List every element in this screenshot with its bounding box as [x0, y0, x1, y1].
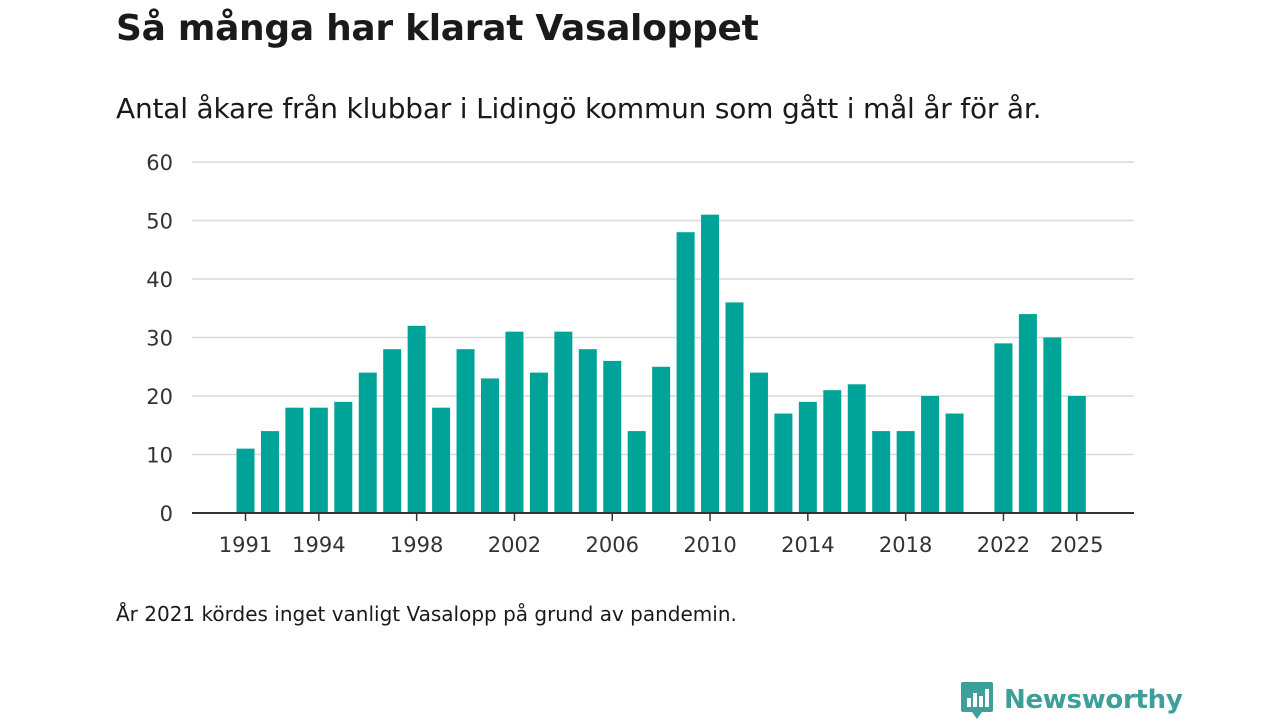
y-tick-label: 10	[146, 444, 173, 468]
bar-1991	[236, 448, 255, 513]
x-tick-label: 2002	[488, 533, 541, 557]
bar-2025	[1067, 396, 1086, 513]
footnote: År 2021 kördes inget vanligt Vasalopp på…	[116, 602, 737, 626]
bar-2007	[627, 431, 646, 513]
bar-2017	[872, 431, 891, 513]
bar-2005	[578, 349, 597, 513]
bar-1993	[285, 407, 304, 513]
y-tick-label: 60	[146, 151, 173, 175]
bar-2008	[652, 366, 671, 513]
bar-2013	[774, 413, 793, 513]
x-tick-label: 1994	[292, 533, 345, 557]
x-tick-label: 2025	[1050, 533, 1103, 557]
y-tick-label: 30	[146, 327, 173, 351]
brand-name: Newsworthy	[1004, 685, 1183, 715]
bar-2019	[921, 396, 940, 513]
y-tick-label: 20	[146, 385, 173, 409]
chart-title: Så många har klarat Vasaloppet	[116, 8, 759, 49]
bar-1999	[432, 407, 451, 513]
bar-2012	[749, 372, 768, 513]
bar-2002	[505, 331, 524, 513]
x-tick-label: 1991	[219, 533, 272, 557]
bar-2006	[603, 360, 622, 513]
y-axis-ticks: 0 10 20 30 40 50 60	[146, 151, 173, 526]
bar-2015	[823, 390, 842, 513]
x-tick-label: 2006	[586, 533, 639, 557]
bar-2020	[945, 413, 964, 513]
bar-2004	[554, 331, 573, 513]
bar-1995	[334, 401, 353, 513]
bar-1994	[309, 407, 328, 513]
bar-2018	[896, 431, 915, 513]
bars	[236, 214, 1086, 513]
bar-2001	[481, 378, 499, 513]
newsworthy-logo-icon	[961, 682, 993, 719]
bar-2014	[798, 401, 817, 513]
y-tick-label: 0	[160, 502, 173, 526]
bar-2000	[456, 349, 475, 513]
bar-2011	[725, 302, 744, 513]
bar-1998	[407, 325, 426, 513]
bar-2016	[847, 384, 866, 513]
bar-2023	[1018, 314, 1037, 513]
x-tick-label: 1998	[390, 533, 443, 557]
bar-2024	[1043, 337, 1062, 513]
bar-1992	[260, 431, 279, 513]
x-tick-label: 2010	[683, 533, 736, 557]
bar-2022	[994, 343, 1013, 513]
bar-1996	[358, 372, 377, 513]
bar-2003	[529, 372, 548, 513]
chart-subtitle: Antal åkare från klubbar i Lidingö kommu…	[116, 92, 1042, 125]
x-tick-label: 2022	[977, 533, 1030, 557]
x-tick-label: 2014	[781, 533, 834, 557]
x-tick-label: 2018	[879, 533, 932, 557]
bar-2010	[701, 214, 720, 513]
bar-2009	[676, 232, 695, 513]
y-tick-label: 40	[146, 268, 173, 292]
y-tick-label: 50	[146, 210, 173, 234]
x-axis-ticks: 1991 1994 1998 2002 2006 2010 2014 2018 2022 2025	[219, 513, 1104, 557]
bar-1997	[383, 349, 402, 513]
brand-logo: Newsworthy	[960, 680, 1183, 720]
bar-chart: 0 10 20 30 40 50 60 1991 1994 1998 2002 2006 2010 20…	[146, 151, 1134, 557]
